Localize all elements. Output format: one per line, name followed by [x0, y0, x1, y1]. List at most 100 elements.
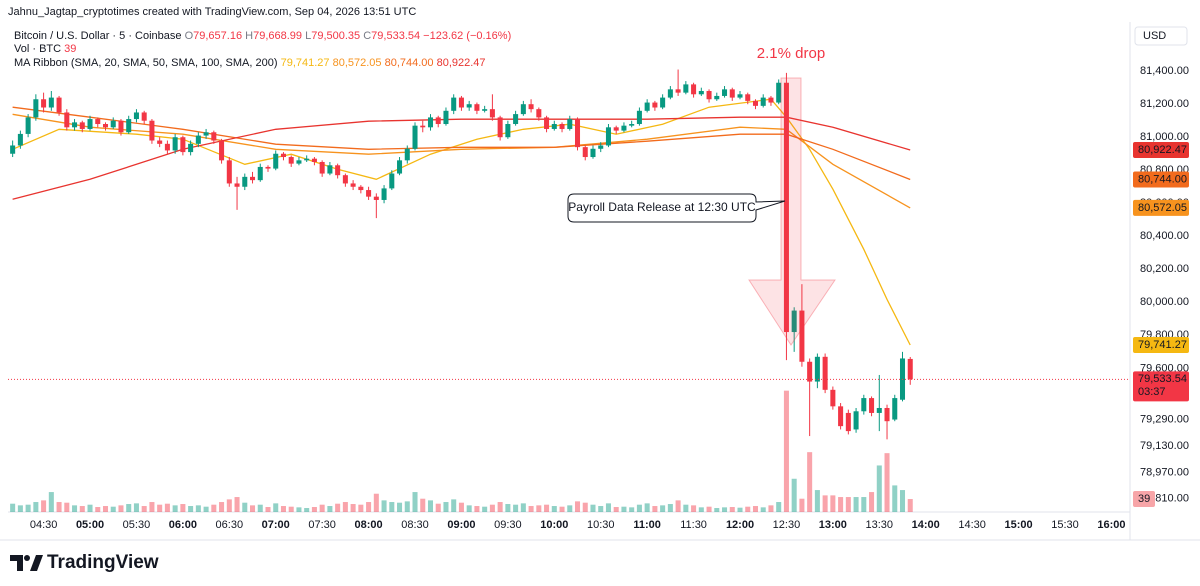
legend-ma: MA Ribbon (SMA, 20, SMA, 50, SMA, 100, S…	[14, 57, 486, 69]
candle-body	[435, 117, 441, 125]
candle-body	[389, 173, 395, 189]
candle-body	[613, 127, 619, 131]
volume-bar	[451, 499, 457, 512]
x-tick-label: 06:00	[169, 519, 197, 531]
candle-body	[219, 140, 225, 161]
volume-bar	[319, 504, 325, 512]
candle-body	[342, 175, 348, 184]
volume-bar	[141, 506, 147, 512]
volume-bar	[667, 504, 673, 512]
volume-bar	[304, 508, 310, 512]
ma-price-box	[1133, 171, 1189, 188]
volume-bar	[203, 506, 209, 512]
x-tick-label: 09:30	[494, 519, 522, 531]
y-tick-label: 80,000.00	[1140, 296, 1189, 308]
candle-body	[466, 104, 472, 108]
volume-bar	[195, 505, 201, 512]
candle-body	[33, 99, 39, 118]
volume-bar	[830, 495, 836, 512]
volume-bar	[466, 505, 472, 512]
y-tick-label: 80,400.00	[1140, 230, 1189, 242]
volume-bar	[257, 504, 263, 512]
ma-price-box	[1133, 142, 1189, 159]
candle-body	[544, 117, 550, 129]
ma-title: MA Ribbon (SMA, 20, SMA, 50, SMA, 100, S…	[14, 57, 278, 69]
candle-body	[56, 97, 62, 113]
volume-bar	[288, 506, 294, 512]
candle-body	[133, 112, 139, 120]
candle-body	[87, 119, 93, 129]
logo-mark	[10, 555, 23, 571]
volume-bar	[102, 506, 109, 512]
candle-body	[520, 104, 526, 115]
volume-bar	[621, 506, 627, 512]
volume-bar	[876, 465, 882, 512]
ohlc-value: 79,657.16	[193, 30, 242, 42]
volume-bar	[582, 502, 588, 512]
candle-body	[126, 119, 132, 133]
candle-body	[714, 95, 720, 100]
candle-body	[683, 84, 689, 93]
volume-bar	[172, 505, 178, 512]
candle-body	[482, 109, 488, 111]
volume-bar	[41, 500, 47, 512]
y-tick-label: 79,290.00	[1140, 413, 1189, 425]
x-tick-label: 12:00	[726, 519, 754, 531]
candle-body	[164, 143, 170, 151]
candle-body	[404, 148, 410, 161]
ohlc-key: O	[185, 30, 194, 42]
volume-bar	[443, 502, 449, 512]
y-tick-label: 81,000.00	[1140, 131, 1189, 143]
x-tick-label: 14:30	[958, 519, 986, 531]
candle-body	[265, 166, 271, 169]
candle-body	[737, 94, 743, 98]
candle-body	[451, 97, 457, 111]
ma-price-label: 80,572.05	[1138, 202, 1187, 214]
volume-value: 39	[64, 43, 76, 55]
legend-volume: Vol · BTC 39	[14, 43, 76, 55]
countdown: 03:37	[1138, 386, 1166, 398]
candle-body	[497, 117, 503, 138]
candle-body	[180, 137, 186, 153]
candle-body	[489, 109, 495, 118]
candle-body	[598, 145, 604, 149]
x-tick-label: 13:30	[866, 519, 894, 531]
candle-body	[636, 110, 642, 125]
currency-box	[1134, 26, 1188, 46]
volume-bar	[853, 497, 859, 512]
candle-body	[188, 143, 194, 153]
candle-body	[621, 125, 627, 131]
ohlc-value: 79,668.99	[253, 30, 302, 42]
ohlc-key: H	[245, 30, 253, 42]
volume-bar	[598, 506, 604, 512]
volume-bar	[899, 490, 906, 512]
candle-body	[296, 160, 302, 164]
candle-body	[280, 153, 286, 158]
volume-bar	[551, 506, 557, 512]
volume-bar	[412, 492, 418, 512]
ma-price-label: 80,922.47	[1138, 144, 1187, 156]
x-tick-label: 08:30	[401, 519, 429, 531]
candle-body	[838, 406, 844, 427]
volume-bar	[427, 500, 434, 512]
candle-body	[907, 358, 913, 380]
volume-bar	[17, 505, 23, 512]
change: −123.62 (−0.16%)	[423, 30, 511, 42]
volume-bar	[211, 504, 217, 512]
volume-bar	[250, 505, 256, 512]
volume-bar	[25, 504, 31, 512]
ohlc-value: 79,533.54	[371, 30, 420, 42]
candle-body	[567, 119, 573, 129]
volume-bar	[226, 499, 232, 512]
candle-body	[574, 119, 581, 148]
candle-body	[203, 132, 209, 136]
volume-bar	[265, 507, 271, 512]
volume-bar	[605, 503, 611, 512]
candle-body	[226, 160, 232, 184]
candle-body	[528, 104, 534, 110]
candle-body	[72, 122, 78, 128]
candle-body	[118, 120, 124, 133]
volume-bar	[791, 478, 797, 512]
volume-box	[1133, 491, 1155, 508]
volume-bar	[234, 497, 240, 512]
